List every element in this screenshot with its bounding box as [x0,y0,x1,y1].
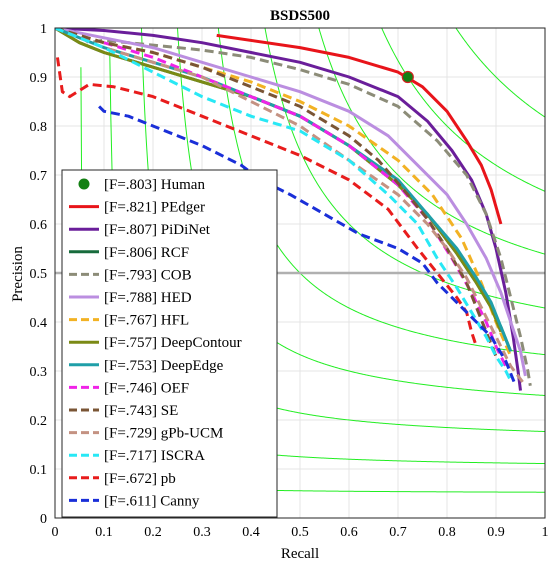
legend-label: [F=.821] PEdger [104,200,205,216]
series-line-4 [55,28,527,377]
legend-label: [F=.753] DeepEdge [104,358,224,374]
x-tick-label: 0.1 [95,525,113,540]
series-line-13 [98,105,517,387]
legend-label: [F=.717] ISCRA [104,448,205,464]
y-tick-label: 0.3 [30,365,48,380]
y-tick-label: 1 [40,22,47,37]
legend: [F=.803] Human [F=.821] PEdger [F=.807] Pi… [61,169,278,518]
series-line-1 [55,28,522,391]
human-point [401,70,414,84]
y-tick-label: 0.1 [30,463,48,478]
iso-f-curve [455,28,545,118]
y-tick-label: 0.5 [30,267,48,282]
y-tick-label: 0.8 [30,120,48,135]
series-line-12 [55,57,478,347]
legend-label: [F=.788] HED [104,290,192,306]
legend-marker-human [78,178,90,190]
x-tick-label: 0.2 [144,525,162,540]
x-tick-label: 0.9 [487,525,505,540]
chart-title: BSDS500 [270,8,330,24]
legend-label: [F=.611] Canny [104,493,200,509]
y-axis-label: Precision [10,246,26,302]
tick-labels: 0 0.1 0.2 0.3 0.4 0.5 0.6 0.7 0.8 0.9 1 0 0.1 0.2 0.3 0… [30,22,549,540]
iso-f-curve [264,28,545,309]
y-tick-label: 0.6 [30,218,48,233]
x-tick-label: 0.6 [340,525,358,540]
x-tick-label: 0.8 [438,525,456,540]
y-tick-label: 0.2 [30,414,48,429]
series-line-9 [55,28,498,357]
x-tick-label: 0.3 [193,525,211,540]
human-marker-group [401,70,414,84]
legend-label: [F=.729] gPb-UCM [104,426,223,442]
legend-label: [F=.806] RCF [104,245,189,261]
x-tick-label: 0.5 [291,525,309,540]
iso-f-curve [381,28,545,192]
legend-label: [F=.767] HFL [104,313,189,329]
y-tick-label: 0 [40,512,47,527]
iso-f-curve [318,28,545,255]
y-tick-label: 0.7 [30,169,48,184]
x-axis-label: Recall [281,546,319,562]
x-tick-label: 0.7 [389,525,407,540]
legend-label: [F=.803] Human [104,177,205,193]
axes [54,27,546,519]
series-lines [55,28,532,391]
y-tick-label: 0.4 [30,316,48,331]
x-tick-label: 0.4 [242,525,260,540]
legend-label: [F=.757] DeepContour [104,335,242,351]
series-line-11 [55,28,513,382]
axes-box [54,27,546,519]
series-line-0 [216,33,503,225]
y-tick-label: 0.9 [30,71,48,86]
legend-label: [F=.793] COB [104,267,192,283]
legend-label: [F=.672] pb [104,471,176,487]
legend-label: [F=.746] OEF [104,380,189,396]
x-tick-label: 1 [542,525,549,540]
legend-label: [F=.807] PiDiNet [104,222,211,238]
series-line-10 [55,28,527,387]
legend-label: [F=.743] SE [104,403,178,419]
x-tick-label: 0 [52,525,59,540]
